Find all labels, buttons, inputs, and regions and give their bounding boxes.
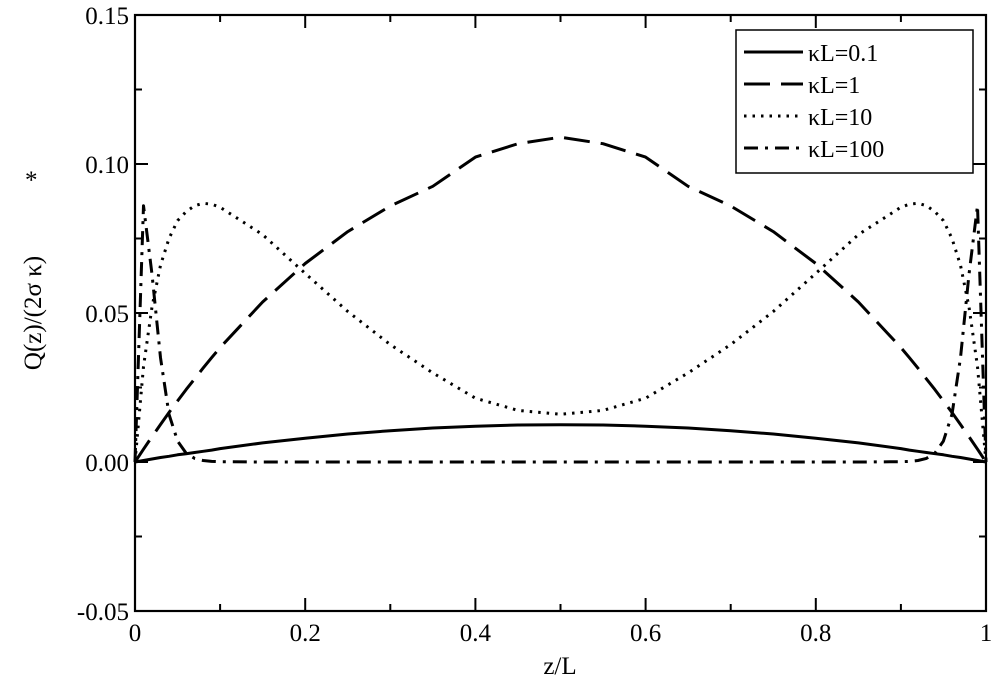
x-tick-label: 0.6 xyxy=(630,620,661,647)
y-tick-label: 0.15 xyxy=(85,3,129,30)
series-line-1 xyxy=(134,423,987,464)
y-axis-label-superscript: * xyxy=(25,167,38,194)
y-axis-label: Q(z)/(2σ κ) xyxy=(20,256,47,370)
y-axis-label-group: Q(z)/(2σ κ) xyxy=(20,256,47,370)
x-tick-label: 0.4 xyxy=(460,620,492,647)
y-tick-label: 0.05 xyxy=(85,301,129,328)
legend: κL=0.1 κL=1 κL=10 κL=100 xyxy=(735,29,974,174)
legend-label: κL=100 xyxy=(808,137,884,163)
legend-label: κL=1 xyxy=(808,73,860,99)
y-tick-label: -0.05 xyxy=(77,599,129,626)
series-line-2 xyxy=(133,135,988,463)
series-line-3 xyxy=(133,201,988,463)
x-tick-label: 0.2 xyxy=(290,620,321,647)
y-tick-label: 0.10 xyxy=(85,152,129,179)
series-line-4 xyxy=(133,204,988,464)
x-axis-label: z/L xyxy=(543,653,576,679)
x-tick-label: 0 xyxy=(129,620,142,647)
plot-layer xyxy=(133,135,988,464)
x-tick-label: 1 xyxy=(980,620,993,647)
legend-items: κL=0.1 κL=1 κL=10 κL=100 xyxy=(744,41,884,163)
x-tick-label: 0.8 xyxy=(800,620,831,647)
legend-label: κL=10 xyxy=(808,105,872,131)
y-tick-label: 0.00 xyxy=(85,450,129,477)
legend-label: κL=0.1 xyxy=(808,41,878,67)
axis-ticks: 0 0.2 0.4 0.6 0.8 1 -0.05 0.00 0.05 0.10 0.15 xyxy=(77,3,992,647)
